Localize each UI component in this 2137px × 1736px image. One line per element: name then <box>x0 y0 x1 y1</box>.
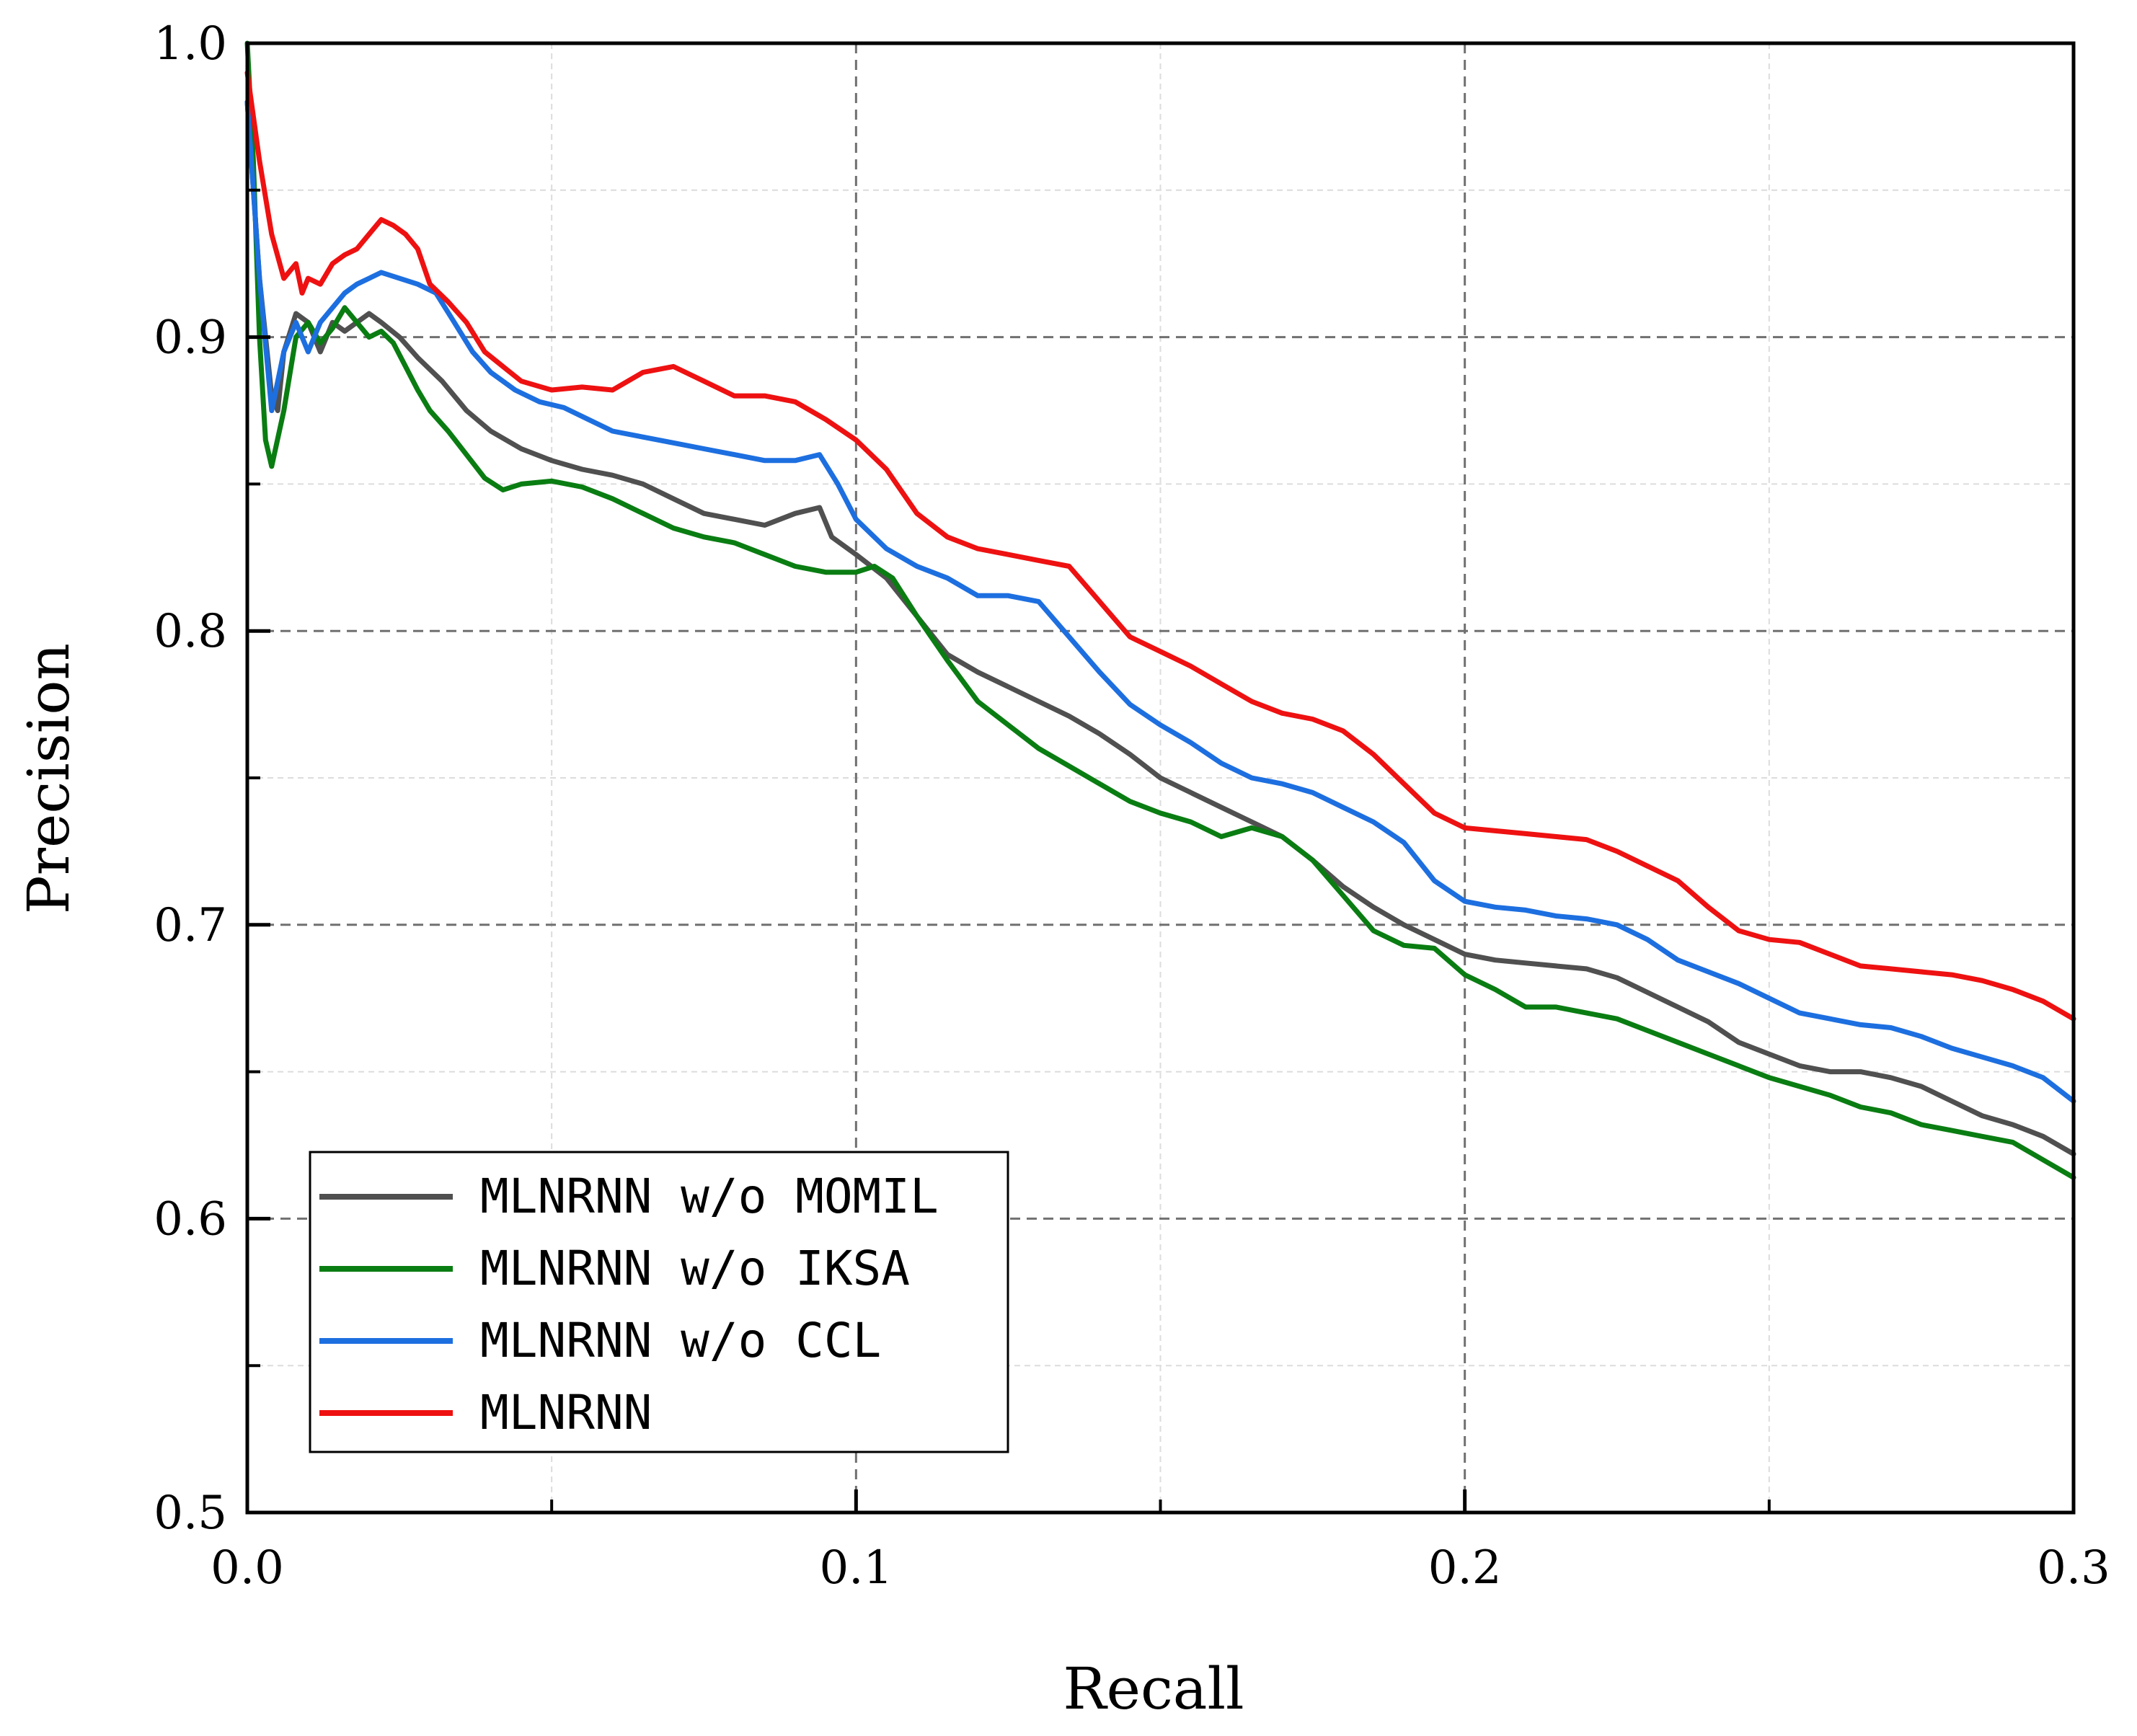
legend: MLNRNN w/o MOMIL MLNRNN w/o IKSA MLNRNN w/… <box>309 1151 1009 1453</box>
y-tick-label: 0.5 <box>154 1487 227 1540</box>
legend-label: MLNRNN w/o CCL <box>480 1313 881 1368</box>
legend-box <box>309 1151 1009 1453</box>
y-tick-label: 0.6 <box>154 1192 227 1246</box>
x-tick-label: 0.2 <box>1428 1541 1502 1595</box>
x-axis-title: Recall <box>1063 1655 1244 1722</box>
x-tick-label: 0.1 <box>819 1541 893 1595</box>
x-tick-label: 0.0 <box>211 1541 284 1595</box>
y-tick-label: 0.8 <box>154 605 227 658</box>
legend-label: MLNRNN <box>480 1385 652 1440</box>
y-tick-label: 0.7 <box>154 899 227 952</box>
series-line-3 <box>244 99 2076 1104</box>
legend-label: MLNRNN w/o IKSA <box>480 1241 910 1296</box>
x-tick-label: 0.3 <box>2037 1541 2110 1595</box>
y-tick-label: 1.0 <box>154 17 227 71</box>
series-line-1 <box>244 99 2076 1157</box>
axis-ticks <box>245 41 2076 1515</box>
legend-label: MLNRNN w/o MOMIL <box>480 1169 939 1224</box>
tick-labels: 0.0 0.1 0.2 0.3 0.5 0.6 0.7 0.8 0.9 1.0 <box>154 17 2110 1595</box>
y-axis-title: Precision <box>15 643 82 914</box>
series-lines <box>244 40 2076 1180</box>
series-line-2 <box>244 40 2076 1180</box>
series-line-4 <box>244 70 2076 1022</box>
y-tick-label: 0.9 <box>154 311 227 365</box>
